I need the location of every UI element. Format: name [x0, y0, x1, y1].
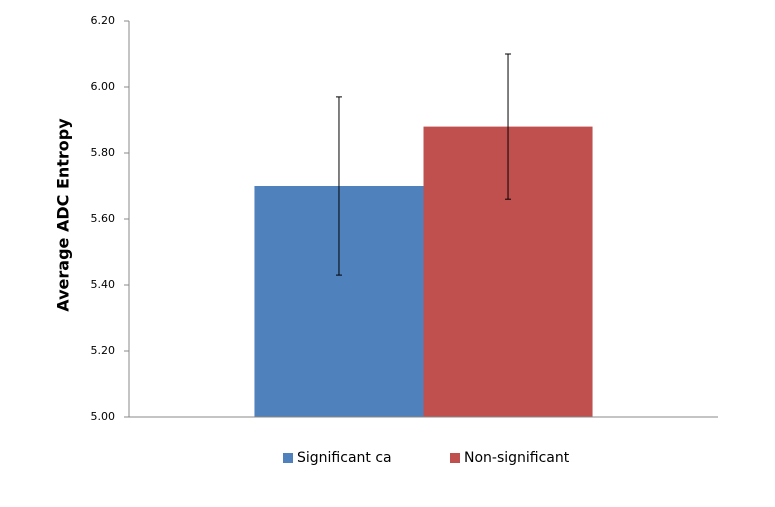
- y-tick-label: 5.60: [91, 212, 116, 225]
- y-tick-label: 6.20: [91, 14, 116, 27]
- legend-swatch: [283, 453, 293, 463]
- legend-label: Non-significant: [464, 450, 570, 466]
- error-bar: [505, 53, 512, 200]
- y-tick-label: 6.00: [91, 80, 116, 93]
- y-tick-label: 5.00: [91, 410, 116, 423]
- y-axis-label: Average ADC Entropy: [54, 118, 73, 312]
- legend-label: Significant ca: [297, 450, 392, 466]
- y-tick-label: 5.40: [91, 278, 116, 291]
- error-bar: [335, 96, 342, 276]
- y-tick-label: 5.20: [91, 344, 116, 357]
- legend-swatch: [450, 453, 460, 463]
- y-tick-label: 5.80: [91, 146, 116, 159]
